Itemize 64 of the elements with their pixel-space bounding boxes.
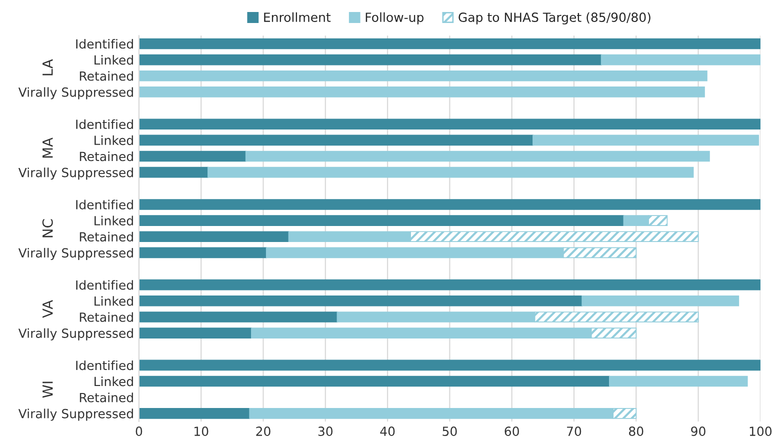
y-tick-label: Identified (76, 200, 133, 210)
bar (138, 312, 338, 322)
x-tick-label: 50 (442, 426, 457, 436)
y-tick-label: Linked (94, 135, 133, 146)
bar (138, 54, 602, 66)
y-tick-label: Virally Suppressed (18, 87, 133, 100)
legend-label: Follow-up (366, 12, 424, 24)
bar (245, 150, 710, 162)
bar (138, 408, 250, 419)
y-tick-label: Identified (76, 280, 133, 290)
bar (600, 54, 760, 66)
y-tick-label: Virally Suppressed (18, 248, 133, 260)
bar (138, 118, 760, 130)
y-tick-label: Retained (80, 392, 133, 402)
bar (138, 376, 610, 387)
y-tick-label: Identified (76, 38, 133, 49)
bar (582, 296, 740, 306)
x-tick-label: 70 (567, 426, 582, 436)
bar (138, 296, 582, 306)
bar (138, 279, 760, 290)
bar (138, 360, 760, 371)
bar (138, 70, 708, 82)
bar (138, 199, 760, 210)
text: NC (42, 219, 53, 238)
x-tick-label: 30 (318, 426, 333, 436)
y-tick-label: Virally Suppressed (18, 408, 133, 421)
bar (532, 134, 759, 146)
y-tick-label: Retained (80, 232, 133, 242)
x-tick-label: 0 (136, 426, 142, 436)
y-tick-label: Linked (94, 296, 133, 306)
y-tick-label: Linked (94, 376, 133, 386)
legend-label: Enrollment (264, 12, 331, 22)
x-tick-label: 100 (750, 426, 772, 436)
y-tick-label: Identified (76, 360, 133, 370)
bar (608, 376, 748, 387)
x-tick-label: 20 (256, 426, 270, 436)
bar (138, 86, 705, 98)
bar (138, 38, 760, 50)
bar (138, 215, 624, 226)
bar (208, 166, 694, 178)
bar (138, 134, 534, 146)
x-tick-label: 40 (380, 426, 395, 436)
bar (138, 328, 252, 338)
x-tick-label: 80 (629, 426, 644, 436)
x-tick-label: 10 (194, 426, 208, 436)
text: MA (42, 138, 53, 158)
text: WI (42, 382, 53, 398)
y-tick-label: Retained (80, 71, 133, 81)
bar (138, 150, 246, 162)
text: VA (42, 300, 53, 318)
x-tick-label: 60 (504, 426, 519, 436)
legend-label: Gap to NHAS Target (85/90/80) (458, 12, 650, 24)
x-tick-label: 90 (691, 426, 706, 436)
y-tick-label: Virally Suppressed (18, 328, 133, 340)
y-tick-label: Linked (94, 55, 133, 65)
y-tick-label: Linked (94, 216, 133, 226)
y-tick-label: Retained (80, 312, 133, 322)
y-tick-label: Identified (76, 119, 133, 130)
y-tick-label: Retained (80, 151, 133, 162)
bar (138, 231, 290, 242)
bar (138, 247, 267, 258)
bar (138, 166, 208, 178)
text: LA (42, 59, 53, 76)
y-tick-label: Virally Suppressed (18, 168, 133, 180)
